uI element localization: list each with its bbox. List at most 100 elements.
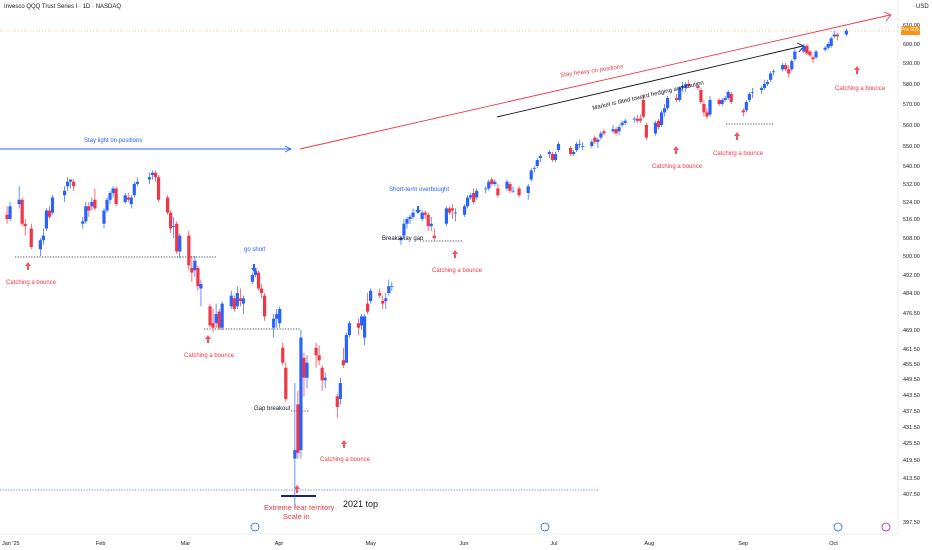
candle-body[interactable] xyxy=(284,367,288,399)
candle-body[interactable] xyxy=(832,34,836,37)
candle-body[interactable] xyxy=(578,143,582,145)
candle-body[interactable] xyxy=(196,267,200,287)
candle-body[interactable] xyxy=(462,206,467,215)
candle-body[interactable] xyxy=(517,188,521,196)
candle-body[interactable] xyxy=(823,47,827,50)
candle-body[interactable] xyxy=(305,362,309,378)
candle-body[interactable] xyxy=(811,57,815,60)
candle-body[interactable] xyxy=(593,137,597,142)
candle-body[interactable] xyxy=(702,104,706,113)
candle-body[interactable] xyxy=(659,112,664,125)
candle-body[interactable] xyxy=(772,71,776,73)
candle-body[interactable] xyxy=(232,298,236,309)
candle-body[interactable] xyxy=(411,212,415,217)
candle-body[interactable] xyxy=(90,202,94,207)
candle-body[interactable] xyxy=(641,100,645,117)
candle-body[interactable] xyxy=(320,367,324,381)
candle-body[interactable] xyxy=(535,160,539,166)
candle-body[interactable] xyxy=(208,306,212,326)
candle-body[interactable] xyxy=(256,272,261,289)
candle-body[interactable] xyxy=(20,199,24,224)
candle-body[interactable] xyxy=(617,127,621,132)
candle-body[interactable] xyxy=(378,293,382,296)
candle-body[interactable] xyxy=(356,323,361,328)
candle-body[interactable] xyxy=(132,184,136,196)
candle-body[interactable] xyxy=(805,45,809,54)
candle-body[interactable] xyxy=(450,208,455,211)
candle-body[interactable] xyxy=(508,184,512,191)
candle-body[interactable] xyxy=(717,100,721,104)
candle-body[interactable] xyxy=(317,355,321,361)
candle-body[interactable] xyxy=(314,347,318,356)
candle-body[interactable] xyxy=(638,118,642,121)
candle-body[interactable] xyxy=(538,156,542,158)
candle-body[interactable] xyxy=(129,197,133,205)
candle-body[interactable] xyxy=(744,102,748,111)
candle-body[interactable] xyxy=(808,51,812,56)
candle-body[interactable] xyxy=(705,112,709,117)
candle-body[interactable] xyxy=(253,270,258,275)
candle-body[interactable] xyxy=(5,214,9,219)
candle-body[interactable] xyxy=(572,152,576,154)
candle-body[interactable] xyxy=(844,30,848,35)
candle-body[interactable] xyxy=(623,120,627,123)
earnings-event-icon[interactable] xyxy=(833,522,843,532)
candle-body[interactable] xyxy=(653,122,658,134)
candle-body[interactable] xyxy=(272,318,276,328)
candle-body[interactable] xyxy=(684,84,688,88)
candle-body[interactable] xyxy=(402,223,406,236)
candle-body[interactable] xyxy=(681,86,685,88)
candle-body[interactable] xyxy=(366,303,370,312)
candle-body[interactable] xyxy=(490,179,494,185)
candle-body[interactable] xyxy=(784,65,788,70)
candle-body[interactable] xyxy=(762,84,767,88)
candle-body[interactable] xyxy=(105,199,109,211)
candle-body[interactable] xyxy=(465,197,470,207)
candle-body[interactable] xyxy=(675,98,679,100)
candle-body[interactable] xyxy=(135,181,139,184)
candle-body[interactable] xyxy=(362,316,367,338)
candle-body[interactable] xyxy=(293,450,297,459)
candle-body[interactable] xyxy=(381,301,385,304)
candle-body[interactable] xyxy=(720,100,724,104)
candle-body[interactable] xyxy=(581,146,585,147)
candle-body[interactable] xyxy=(765,81,770,84)
candle-body[interactable] xyxy=(532,168,536,170)
candle-body[interactable] xyxy=(511,190,515,192)
candle-body[interactable] xyxy=(826,44,830,48)
candle-body[interactable] xyxy=(302,357,306,378)
candle-body[interactable] xyxy=(475,190,479,198)
candle-body[interactable] xyxy=(390,286,394,288)
candle-body[interactable] xyxy=(69,179,73,182)
candle-body[interactable] xyxy=(169,212,173,229)
candle-body[interactable] xyxy=(17,199,21,205)
candle-body[interactable] xyxy=(41,235,45,241)
earnings-event-icon[interactable] xyxy=(250,522,260,532)
candle-body[interactable] xyxy=(614,129,618,134)
candle-body[interactable] xyxy=(275,314,279,319)
candle-body[interactable] xyxy=(50,197,55,213)
candle-body[interactable] xyxy=(23,223,27,227)
candle-body[interactable] xyxy=(496,188,500,196)
candle-body[interactable] xyxy=(575,143,579,150)
candle-body[interactable] xyxy=(153,172,158,178)
candle-body[interactable] xyxy=(726,92,730,98)
candle-body[interactable] xyxy=(611,129,615,132)
candle-body[interactable] xyxy=(444,208,448,224)
candle-body[interactable] xyxy=(590,141,594,146)
candle-body[interactable] xyxy=(44,210,49,229)
candle-body[interactable] xyxy=(484,188,488,190)
candle-body[interactable] xyxy=(335,396,339,407)
candle-body[interactable] xyxy=(102,210,106,224)
candle-body[interactable] xyxy=(729,94,733,102)
candle-body[interactable] xyxy=(423,212,427,215)
candle-body[interactable] xyxy=(178,235,182,252)
candle-body[interactable] xyxy=(296,404,300,453)
candle-body[interactable] xyxy=(835,34,839,37)
candle-body[interactable] xyxy=(632,118,636,120)
candle-body[interactable] xyxy=(550,154,555,160)
candle-body[interactable] xyxy=(529,170,533,180)
candle-body[interactable] xyxy=(126,197,130,200)
candle-body[interactable] xyxy=(790,61,794,70)
